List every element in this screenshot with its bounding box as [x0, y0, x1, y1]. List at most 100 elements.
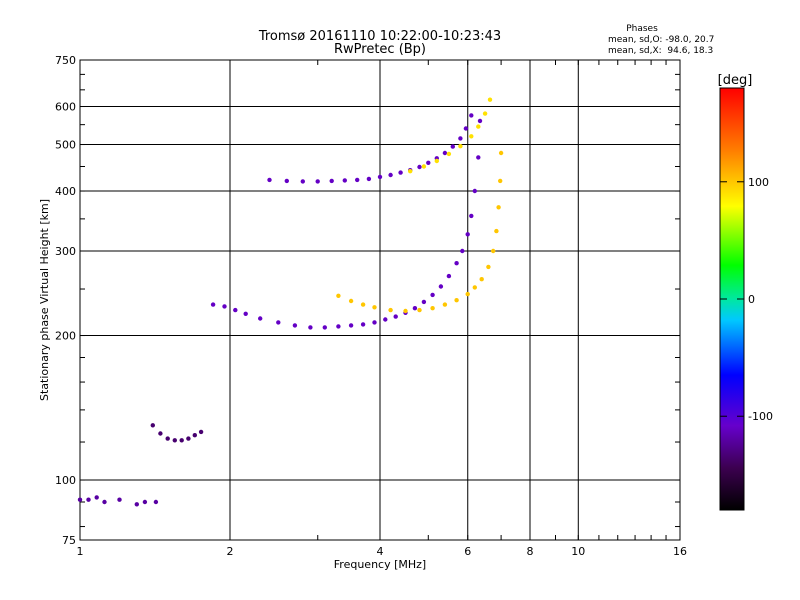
chart-subtitle: RwPretec (Bp): [334, 42, 426, 57]
echo-point: [458, 136, 463, 141]
echo-point: [276, 320, 281, 325]
echo-point: [430, 292, 435, 298]
echo-point: [430, 306, 435, 311]
chart-title: Tromsø 20161110 10:22:00-10:23:43: [258, 29, 501, 44]
x-tick-label: 10: [571, 545, 585, 558]
echo-point: [412, 306, 418, 311]
echo-point: [408, 169, 413, 174]
echo-point: [258, 316, 263, 321]
echo-point: [300, 179, 305, 184]
echo-point: [476, 124, 481, 129]
echo-point: [322, 325, 327, 330]
echo-point: [465, 291, 470, 297]
y-tick-label: 300: [55, 245, 76, 258]
echo-point: [477, 118, 483, 124]
echo-point: [150, 423, 155, 428]
x-axis-label: Frequency [MHz]: [334, 558, 426, 571]
echo-point: [472, 188, 477, 194]
echo-point: [383, 317, 388, 322]
echo-point: [421, 299, 427, 305]
echo-point: [498, 178, 503, 184]
echo-point: [267, 177, 272, 183]
echo-point: [117, 497, 122, 502]
echo-point: [388, 307, 393, 313]
grid-lines: [80, 60, 680, 540]
echo-point: [442, 150, 448, 156]
echo-point: [491, 248, 496, 254]
echo-point: [315, 179, 320, 184]
echo-point: [446, 273, 452, 279]
echo-point: [186, 436, 191, 441]
echo-point: [94, 495, 99, 500]
echo-point: [172, 438, 177, 443]
echo-point: [134, 502, 139, 507]
echo-point: [454, 298, 459, 303]
echo-point: [434, 158, 439, 164]
echo-point: [360, 302, 366, 307]
echo-point: [469, 134, 474, 139]
echo-point: [442, 302, 448, 307]
echo-point: [329, 178, 334, 184]
echo-point: [476, 155, 481, 160]
x-tick-label: 16: [673, 545, 687, 558]
echo-point: [486, 264, 491, 270]
colorbar-tick-label: 0: [748, 293, 755, 306]
echo-point: [372, 320, 377, 325]
echo-point: [233, 307, 238, 313]
echo-point: [458, 144, 463, 149]
echo-point: [438, 284, 444, 289]
echo-point: [292, 323, 298, 328]
colorbar-tick-label: -100: [748, 410, 773, 423]
x-tick-label: 1: [77, 545, 84, 558]
echo-point: [450, 144, 455, 149]
echo-point: [348, 298, 354, 304]
colorbar-tick-label: 100: [748, 176, 769, 189]
echo-point: [479, 277, 484, 282]
echo-point: [198, 429, 204, 435]
echo-point: [463, 126, 469, 131]
echo-point: [153, 499, 159, 505]
echo-point: [426, 160, 431, 165]
echo-point: [158, 431, 163, 436]
echo-point: [469, 113, 474, 118]
y-tick-label: 750: [55, 54, 76, 67]
echo-point: [487, 97, 493, 102]
y-tick-label: 200: [55, 330, 76, 343]
echo-point: [398, 170, 403, 175]
y-tick-label: 100: [55, 474, 76, 487]
echo-point: [454, 261, 459, 266]
stats-x-mode: mean, sd,X: 94.6, 18.3: [608, 46, 713, 56]
x-tick-label: 2: [227, 545, 234, 558]
colorbar-label: [deg]: [718, 73, 753, 88]
echo-point: [102, 499, 107, 505]
echo-point: [372, 305, 377, 310]
echo-point: [494, 228, 499, 234]
stats-header: Phases: [626, 24, 658, 34]
echo-point: [465, 232, 470, 237]
echo-point: [308, 325, 313, 330]
echo-point: [496, 205, 501, 210]
echo-point: [377, 174, 383, 180]
echo-point: [460, 248, 465, 254]
y-tick-label: 75: [62, 534, 76, 547]
y-tick-label: 600: [55, 101, 76, 114]
echo-point: [284, 178, 289, 184]
echo-point: [393, 314, 398, 319]
echo-point: [366, 176, 372, 182]
x-axis: 1 2 4 6 8 10 16: [77, 60, 687, 558]
echo-point: [142, 499, 148, 505]
y-axis: 75 100 200 300 400 500 600 750: [55, 54, 680, 547]
x-tick-label: 4: [377, 545, 384, 558]
echo-point: [360, 322, 366, 327]
y-axis-label: Stationary phase Virtual Height [km]: [38, 199, 51, 401]
echo-point: [469, 213, 474, 219]
echo-point: [342, 178, 347, 183]
echo-point: [348, 323, 354, 328]
echo-point: [77, 497, 83, 502]
echo-point: [336, 293, 341, 298]
y-tick-label: 500: [55, 139, 76, 152]
echo-point: [336, 324, 341, 329]
echo-point: [243, 311, 248, 316]
echo-point: [165, 436, 170, 441]
